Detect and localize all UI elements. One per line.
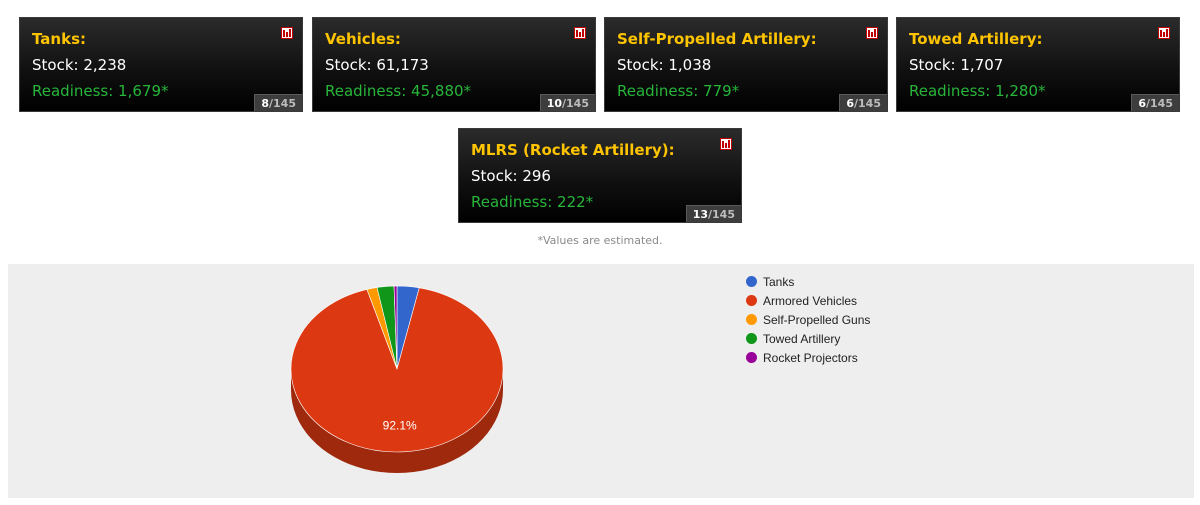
legend-swatch (746, 352, 757, 363)
legend-item[interactable]: Self-Propelled Guns (746, 310, 870, 329)
rank-badge: 13/145 (685, 205, 741, 222)
card-readiness: Readiness: 222* (471, 193, 594, 211)
card-stock: Stock: 296 (471, 167, 551, 185)
legend-swatch (746, 295, 757, 306)
bar-chart-icon[interactable] (1158, 27, 1170, 39)
rank-value: 8 (261, 97, 270, 110)
stat-card-tanks: Tanks: Stock: 2,238 Readiness: 1,679* 8/… (19, 17, 303, 112)
card-title: MLRS (Rocket Artillery): (471, 141, 675, 159)
legend-label: Armored Vehicles (763, 293, 858, 308)
rank-badge: 6/145 (1131, 94, 1179, 111)
card-title: Towed Artillery: (909, 30, 1043, 48)
card-stock: Stock: 2,238 (32, 56, 127, 74)
rank-value: 13 (692, 208, 709, 221)
legend-label: Rocket Projectors (763, 350, 858, 365)
card-stock: Stock: 1,038 (617, 56, 712, 74)
card-title: Vehicles: (325, 30, 401, 48)
stat-card-vehicles: Vehicles: Stock: 61,173 Readiness: 45,88… (312, 17, 596, 112)
rank-total: /145 (269, 97, 296, 110)
card-readiness: Readiness: 1,679* (32, 82, 169, 100)
rank-total: /145 (708, 208, 735, 221)
pie-data-label: 92.1% (383, 418, 417, 432)
legend-swatch (746, 276, 757, 287)
legend-item[interactable]: Rocket Projectors (746, 348, 870, 367)
legend-swatch (746, 314, 757, 325)
legend-item[interactable]: Tanks (746, 272, 870, 291)
bar-chart-icon[interactable] (866, 27, 878, 39)
rank-value: 6 (846, 97, 855, 110)
card-stock: Stock: 1,707 (909, 56, 1004, 74)
rank-badge: 6/145 (839, 94, 887, 111)
legend-label: Tanks (763, 274, 795, 289)
card-readiness: Readiness: 1,280* (909, 82, 1046, 100)
card-readiness: Readiness: 45,880* (325, 82, 472, 100)
pie-slice-rocket-projectors[interactable] (393, 285, 398, 370)
pie-chart-panel: 92.1% Tanks Armored Vehicles Self-Propelle… (8, 264, 1194, 498)
rank-value: 10 (546, 97, 563, 110)
card-title: Tanks: (32, 30, 87, 48)
bar-chart-icon[interactable] (574, 27, 586, 39)
rank-total: /145 (854, 97, 881, 110)
rank-total: /145 (1146, 97, 1173, 110)
rank-total: /145 (562, 97, 589, 110)
stat-card-mlrs: MLRS (Rocket Artillery): Stock: 296 Read… (458, 128, 742, 223)
card-title: Self-Propelled Artillery: (617, 30, 817, 48)
legend-item[interactable]: Towed Artillery (746, 329, 870, 348)
pie-slice-side (291, 369, 503, 473)
bar-chart-icon[interactable] (720, 138, 732, 150)
rank-value: 6 (1138, 97, 1147, 110)
legend-label: Towed Artillery (763, 331, 841, 346)
estimate-note: *Values are estimated. (537, 234, 663, 247)
bar-chart-icon[interactable] (281, 27, 293, 39)
stat-card-towed-artillery: Towed Artillery: Stock: 1,707 Readiness:… (896, 17, 1180, 112)
rank-badge: 10/145 (539, 94, 595, 111)
card-readiness: Readiness: 779* (617, 82, 740, 100)
pie-slice-armored-vehicles[interactable] (290, 287, 504, 453)
legend-label: Self-Propelled Guns (763, 312, 871, 327)
card-stock: Stock: 61,173 (325, 56, 429, 74)
stat-card-self-propelled-artillery: Self-Propelled Artillery: Stock: 1,038 R… (604, 17, 888, 112)
chart-legend: Tanks Armored Vehicles Self-Propelled Guns… (746, 272, 870, 367)
legend-swatch (746, 333, 757, 344)
legend-item[interactable]: Armored Vehicles (746, 291, 870, 310)
pie-chart: 92.1% (290, 285, 504, 473)
rank-badge: 8/145 (254, 94, 302, 111)
